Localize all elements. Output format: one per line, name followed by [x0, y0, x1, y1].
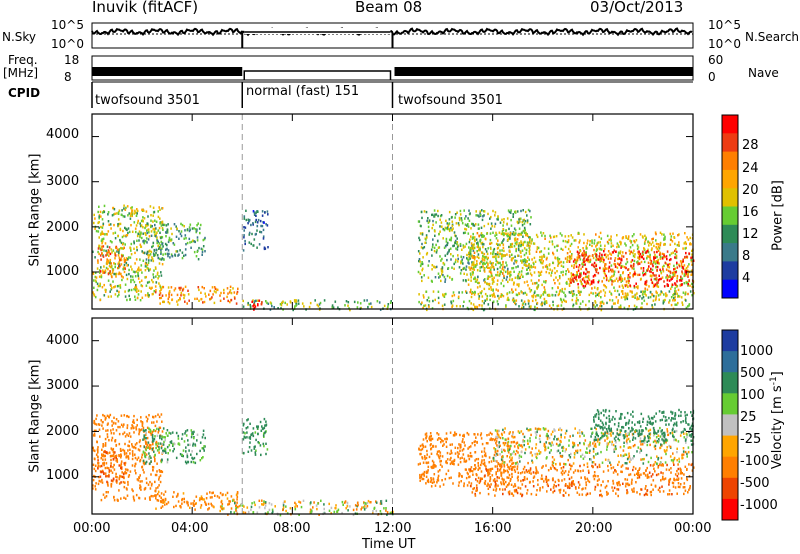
power-region-10 — [418, 290, 695, 312]
nave-label: Nave — [748, 66, 779, 80]
freq-label: Freq. — [8, 53, 38, 67]
power-colorbar-seg-4 — [722, 188, 738, 207]
power-colorbar-seg-0 — [722, 115, 738, 134]
velocity-region-2 — [142, 427, 206, 465]
nave-tick-bottom: 0 — [708, 70, 716, 84]
velocity-region-0 — [92, 413, 164, 502]
station-title: Inuvik (fitACF) — [92, 0, 199, 16]
power-cb-tick-16: 16 — [742, 205, 759, 220]
freq-unit: [MHz] — [3, 66, 39, 80]
velocity-region-1 — [97, 449, 126, 484]
freq-tick-bottom: 8 — [64, 70, 72, 84]
velocity-ytick-1000: 1000 — [46, 468, 80, 483]
freq-band-1 — [92, 67, 243, 76]
power-ytick-3000: 3000 — [46, 174, 80, 189]
power-colorbar-frame — [721, 114, 739, 299]
power-region-1 — [97, 245, 126, 279]
power-region-7 — [417, 208, 532, 284]
velocity-colorbar-seg-8 — [722, 498, 738, 521]
velocity-region-4 — [242, 417, 269, 457]
power-ytick-1000: 1000 — [46, 264, 80, 279]
cpid-segment-1: twofsound 3501 — [95, 93, 200, 108]
power-region-4 — [242, 209, 269, 252]
nsky-label: N.Sky — [2, 30, 37, 44]
freq-band-3 — [394, 67, 693, 76]
nave-tick-top: 60 — [708, 53, 724, 67]
velocity-cb-tick-m1000: -1000 — [740, 498, 778, 513]
nsky-tick-bottom: 10^0 — [51, 37, 84, 51]
velocity-region-8 — [492, 426, 695, 466]
velocity-colorbar-seg-2 — [722, 372, 738, 394]
power-cb-tick-4: 4 — [742, 271, 751, 286]
velocity-cb-tick-m25: -25 — [740, 432, 762, 447]
nsky-quiet-period — [244, 28, 391, 34]
power-colorbar-seg-3 — [722, 169, 738, 189]
power-cb-tick-24: 24 — [742, 161, 759, 176]
power-cb-tick-12: 12 — [742, 227, 759, 242]
nsearch-tick-top: 10^5 — [708, 18, 741, 32]
velocity-cb-tick-500: 500 — [740, 366, 765, 381]
velocity-cb-tick-m500: -500 — [740, 476, 770, 491]
power-region-0 — [92, 204, 164, 302]
xtick-0: 00:00 — [73, 521, 111, 536]
velocity-panel-frame — [91, 317, 694, 515]
xtick-4: 16:00 — [474, 521, 512, 536]
xlabel: Time UT — [362, 537, 416, 552]
xtick-3: 12:00 — [374, 521, 412, 536]
velocity-colorbar-seg-0 — [722, 330, 738, 352]
cpid-segment-2: normal (fast) 151 — [246, 84, 360, 99]
cpid-label: CPID — [8, 86, 41, 100]
xtick-1: 04:00 — [171, 521, 209, 536]
xtick-2: 08:00 — [273, 521, 311, 536]
velocity-ytick-2000: 2000 — [46, 424, 80, 439]
velocity-colorbar-seg-4 — [722, 414, 738, 436]
velocity-cb-tick-25: 25 — [740, 410, 757, 425]
velocity-cb-tick-100: 100 — [740, 388, 765, 403]
xtick-5: 20:00 — [575, 521, 613, 536]
power-colorbar-seg-6 — [722, 224, 738, 244]
date-title: 03/Oct/2013 — [590, 0, 684, 16]
power-colorbar-seg-9 — [722, 279, 738, 299]
power-colorbar-seg-5 — [722, 206, 738, 226]
velocity-colorbar-frame — [721, 329, 739, 521]
power-cb-tick-20: 20 — [742, 183, 759, 198]
velocity-cb-tick-1000: 1000 — [740, 344, 774, 359]
power-cb-tick-8: 8 — [742, 249, 751, 264]
power-region-2 — [154, 285, 239, 306]
velocity-region-7 — [468, 463, 695, 498]
cpid-segment-3: twofsound 3501 — [398, 93, 503, 108]
velocity-colorbar-seg-1 — [722, 351, 738, 373]
velocity-colorbar-seg-5 — [722, 435, 738, 458]
power-colorbar-seg-1 — [722, 133, 738, 153]
power-cb-tick-28: 28 — [742, 138, 759, 153]
freq-tick-top: 18 — [64, 53, 80, 67]
velocity-colorbar-seg-3 — [722, 393, 738, 415]
power-ytick-2000: 2000 — [46, 220, 80, 235]
velocity-colorbar-seg-6 — [722, 456, 738, 479]
power-colorbar-seg-8 — [722, 261, 738, 281]
velocity-region-9 — [593, 408, 695, 443]
beam-title: Beam 08 — [355, 0, 423, 16]
velocity-ytick-3000: 3000 — [46, 378, 80, 393]
nsky-tick-top: 10^5 — [51, 18, 84, 32]
nsky-trace — [91, 27, 693, 37]
power-colorbar-seg-2 — [722, 151, 738, 171]
power-colorbar-seg-7 — [722, 243, 738, 262]
nsearch-label: N.Search — [745, 30, 800, 44]
power-region-9 — [568, 249, 695, 288]
velocity-cb-tick-m100: -100 — [740, 454, 770, 469]
velocity-region-6 — [417, 431, 520, 488]
xtick-6: 00:00 — [674, 521, 712, 536]
velocity-colorbar-seg-7 — [722, 477, 738, 500]
nsearch-tick-bottom: 10^0 — [708, 37, 741, 51]
power-region-3 — [142, 222, 206, 261]
freq-band-2 — [243, 70, 392, 80]
power-ytick-4000: 4000 — [46, 127, 80, 142]
velocity-ytick-4000: 4000 — [46, 333, 80, 348]
velocity-region-3 — [154, 490, 239, 511]
